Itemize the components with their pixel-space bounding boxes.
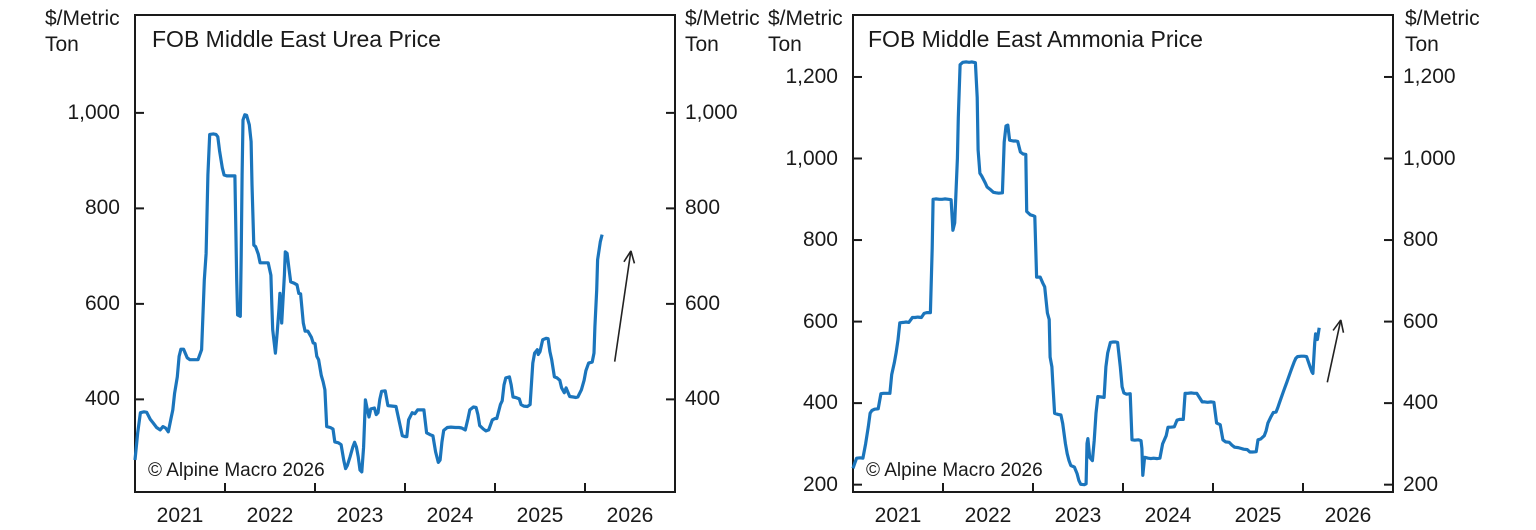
ammonia-trend-arrow — [1326, 319, 1342, 383]
urea-trend-arrowhead — [630, 250, 636, 264]
unit-line-1: $/Metric — [45, 7, 120, 30]
urea-ytick-label-left: 800 — [84, 196, 120, 220]
ammonia-price-line — [851, 60, 1321, 487]
ammonia-ytick-label-left: 400 — [802, 391, 838, 415]
ammonia-copyright: © Alpine Macro 2026 — [866, 460, 1043, 481]
urea-xtick-label: 2026 — [606, 504, 654, 527]
ammonia-xtick-label: 2021 — [874, 504, 922, 527]
urea-right-unit-label: $/Metric Ton — [685, 6, 760, 58]
ammonia-ytick-label-right: 200 — [1403, 472, 1439, 496]
ammonia-ytick-label-right: 800 — [1403, 228, 1439, 252]
urea-xtick-label: 2024 — [426, 504, 474, 527]
urea-xtick-label: 2023 — [336, 504, 384, 527]
urea-ytick-label-right: 600 — [685, 291, 721, 315]
ammonia-ytick-label-left: 1,000 — [785, 146, 838, 170]
urea-copyright: © Alpine Macro 2026 — [148, 460, 325, 481]
urea-left-unit-label: $/Metric Ton — [45, 6, 120, 58]
urea-ytick-label-right: 1,000 — [685, 100, 738, 124]
urea-ytick-label-left: 1,000 — [67, 100, 120, 124]
urea-xtick-label: 2021 — [156, 504, 204, 527]
ammonia-ytick-label-left: 1,200 — [785, 64, 838, 88]
unit-line-1: $/Metric — [768, 7, 843, 30]
ammonia-chart-title: FOB Middle East Ammonia Price — [868, 26, 1203, 52]
ammonia-xtick-label: 2026 — [1324, 504, 1372, 527]
ammonia-xtick-label: 2022 — [964, 504, 1012, 527]
urea-chart-title: FOB Middle East Urea Price — [152, 26, 441, 52]
urea-price-line — [133, 113, 604, 474]
ammonia-trend-arrowhead — [1332, 319, 1342, 331]
ammonia-trend-arrowhead — [1340, 319, 1345, 333]
ammonia-ytick-label-left: 800 — [802, 228, 838, 252]
ammonia-ytick-label-right: 400 — [1403, 391, 1439, 415]
urea-trend-arrowhead — [623, 250, 632, 263]
ammonia-plot-frame — [852, 14, 1394, 493]
ammonia-xtick-label: 2025 — [1234, 504, 1282, 527]
ammonia-right-unit-label: $/Metric Ton — [1405, 6, 1480, 58]
unit-line-2: Ton — [1405, 33, 1439, 56]
unit-line-2: Ton — [768, 33, 802, 56]
urea-plot-frame — [134, 14, 676, 493]
ammonia-ytick-label-right: 600 — [1403, 309, 1439, 333]
ammonia-xtick-label: 2024 — [1144, 504, 1192, 527]
urea-trend-arrow — [613, 250, 632, 362]
unit-line-2: Ton — [45, 33, 79, 56]
unit-line-1: $/Metric — [685, 7, 760, 30]
unit-line-1: $/Metric — [1405, 7, 1480, 30]
urea-ytick-label-left: 600 — [84, 291, 120, 315]
ammonia-ytick-label-left: 600 — [802, 309, 838, 333]
unit-line-2: Ton — [685, 33, 719, 56]
urea-xtick-label: 2022 — [246, 504, 294, 527]
ammonia-ytick-label-right: 1,200 — [1403, 64, 1456, 88]
ammonia-ytick-label-right: 1,000 — [1403, 146, 1456, 170]
ammonia-ytick-label-left: 200 — [802, 472, 838, 496]
ammonia-left-unit-label: $/Metric Ton — [768, 6, 843, 58]
urea-ytick-label-right: 800 — [685, 196, 721, 220]
urea-ytick-label-right: 400 — [685, 387, 721, 411]
urea-xtick-label: 2025 — [516, 504, 564, 527]
ammonia-xtick-label: 2023 — [1054, 504, 1102, 527]
urea-ytick-label-left: 400 — [84, 387, 120, 411]
